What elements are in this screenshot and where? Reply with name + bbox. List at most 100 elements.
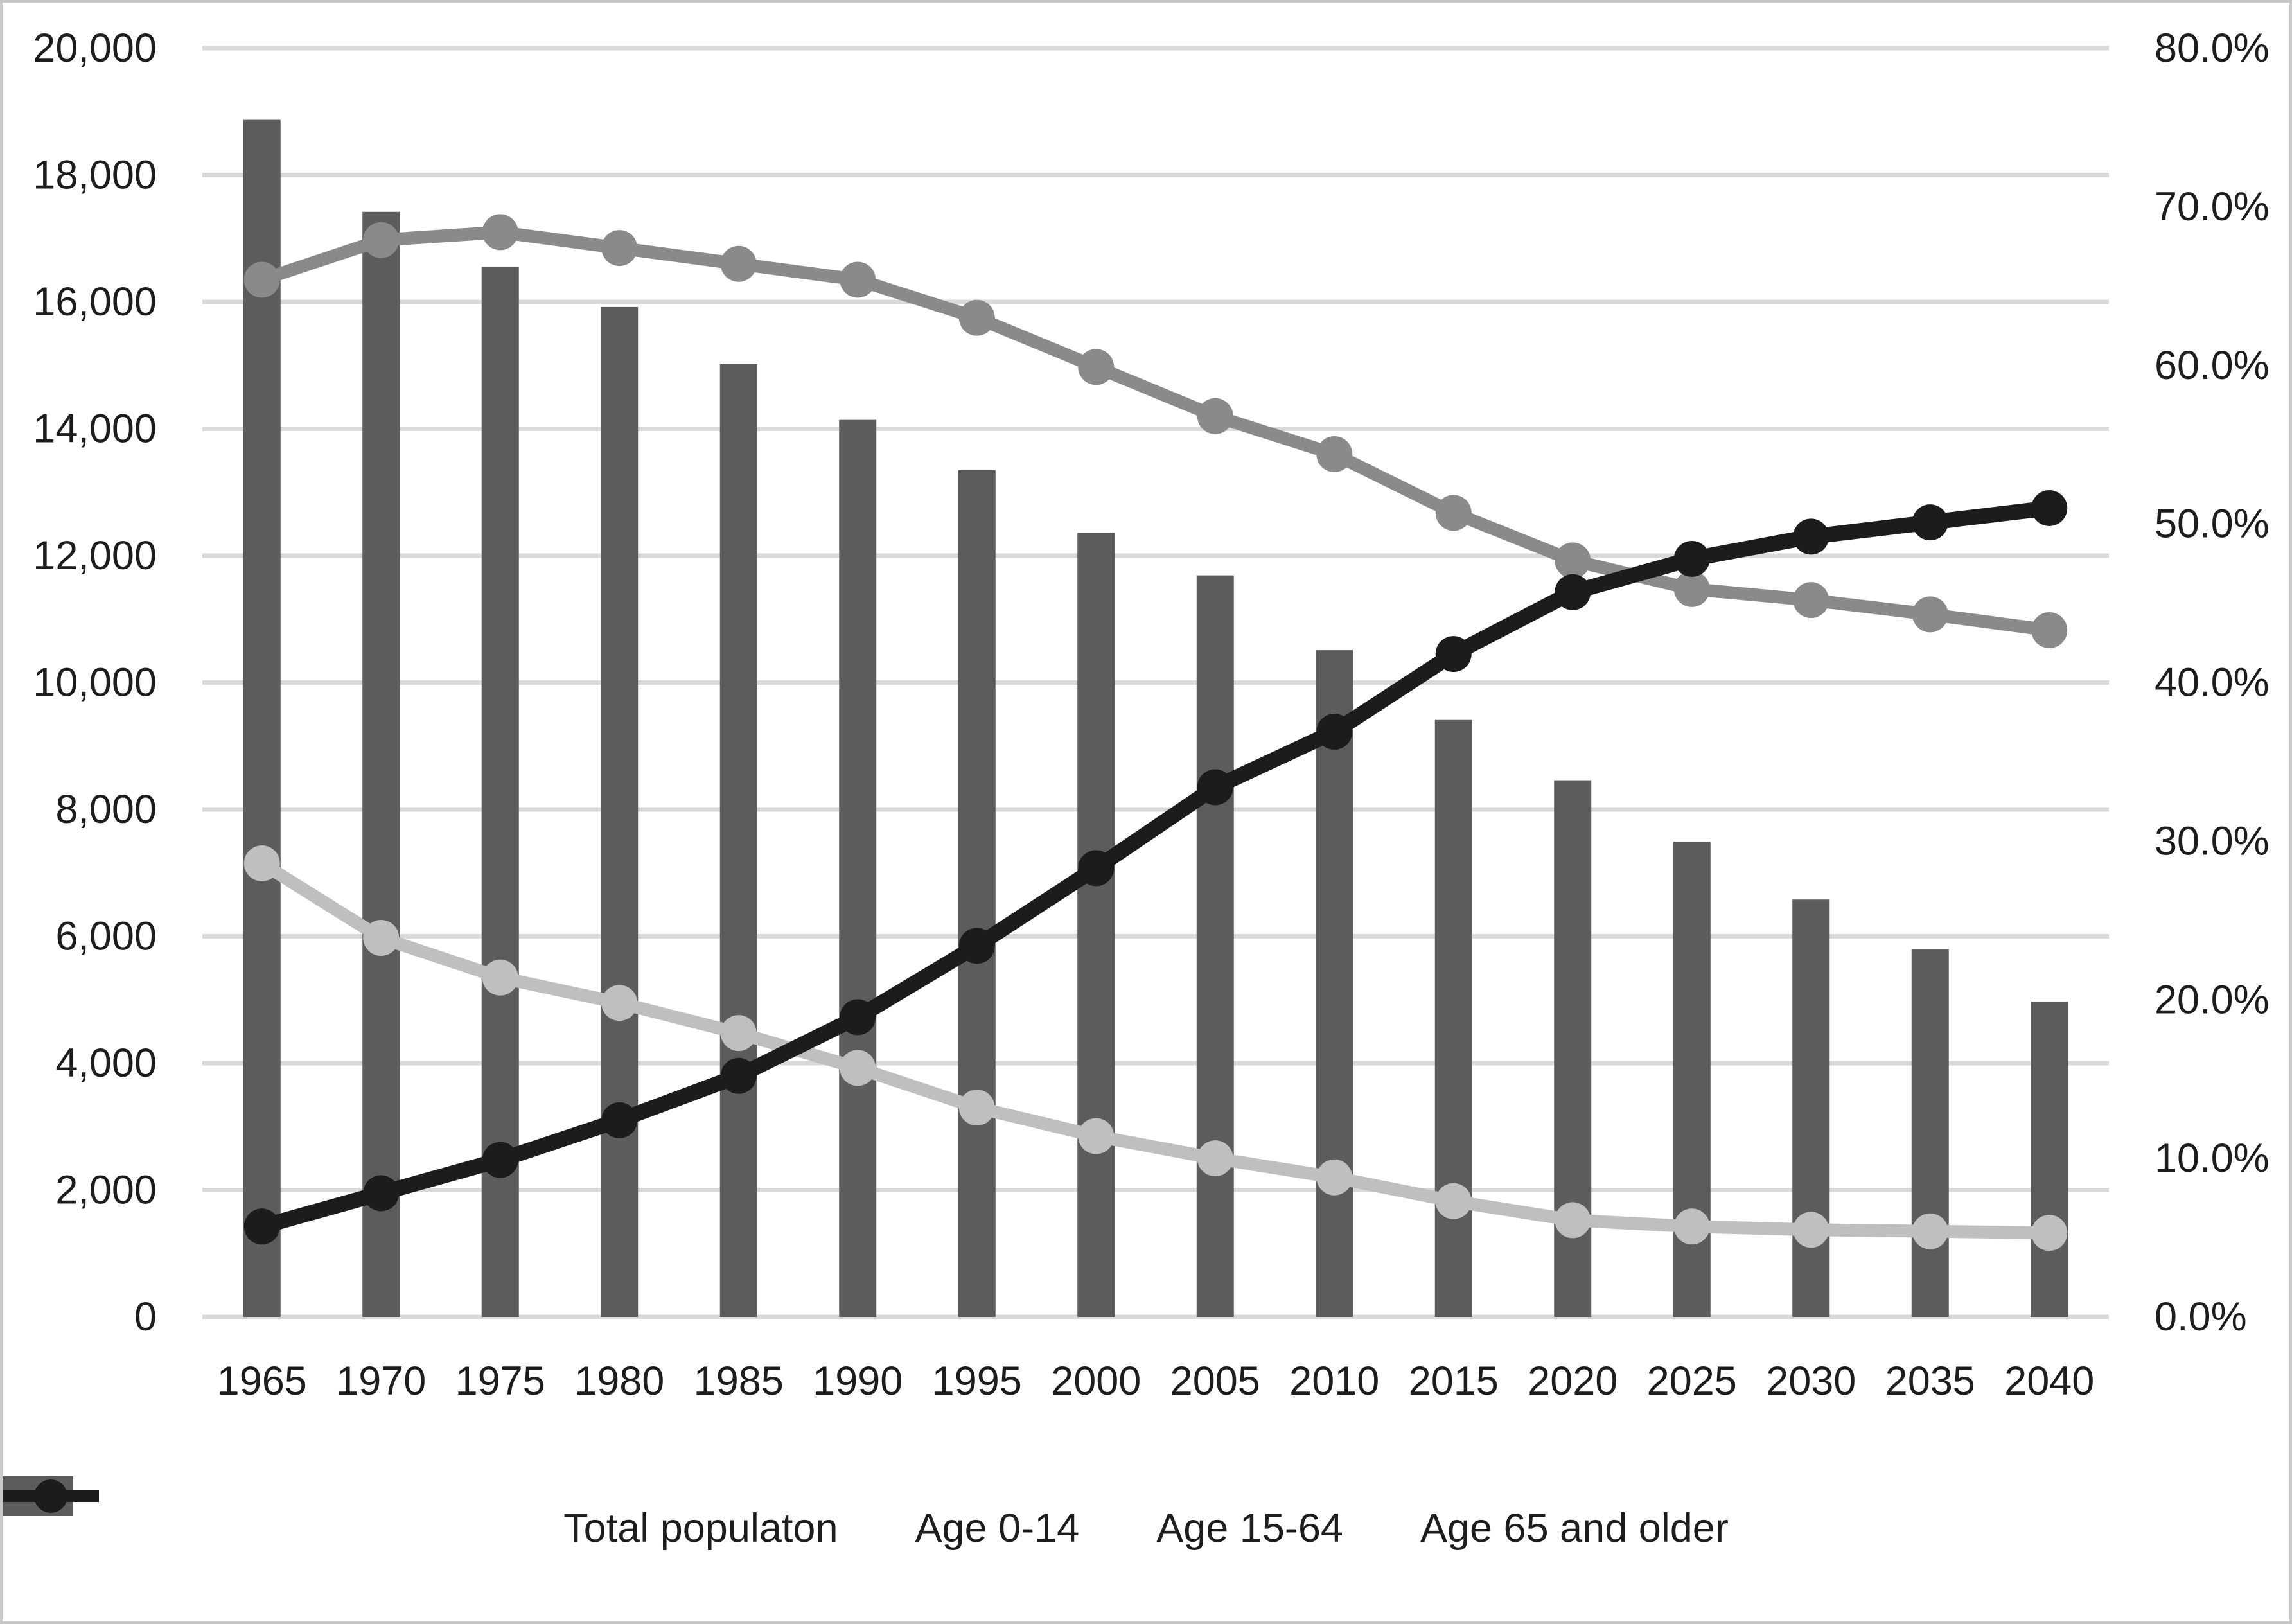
- line-age-0-14: [255, 856, 2056, 1240]
- x-axis-tick-2005: 2005: [1170, 1359, 1260, 1404]
- marker-age-0-14-2025: [1673, 1208, 1710, 1245]
- x-axis-tick-2015: 2015: [1409, 1359, 1499, 1404]
- bar-1995: [958, 470, 996, 1317]
- x-axis-tick-1965: 1965: [217, 1359, 307, 1404]
- bar-1965: [243, 119, 281, 1317]
- marker-age-65-and-older-1965: [243, 1208, 280, 1245]
- marker-age-65-and-older-2030: [1793, 518, 1829, 555]
- marker-age-65-and-older-2040: [2031, 490, 2068, 526]
- right-axis-tick-20.0%: 20.0%: [2155, 977, 2270, 1022]
- x-axis-tick-1990: 1990: [813, 1359, 903, 1404]
- marker-age-65-and-older-2005: [1197, 769, 1233, 806]
- left-axis-tick-16,000: 16,000: [33, 279, 157, 324]
- x-axis-tick-2020: 2020: [1528, 1359, 1618, 1404]
- chart-legend: Total populaton Age 0-14 Age 15-64 Age 6…: [3, 1474, 2289, 1583]
- marker-age-65-and-older-1970: [363, 1175, 400, 1212]
- line-age-15-64: [255, 225, 2056, 637]
- marker-age-65-and-older-1980: [601, 1102, 638, 1138]
- left-axis-tick-20,000: 20,000: [33, 26, 157, 71]
- marker-age-65-and-older-2010: [1316, 714, 1353, 750]
- marker-age-15-64-2025: [1673, 570, 1710, 607]
- marker-age-15-64-2005: [1197, 398, 1233, 434]
- x-axis-tick-2025: 2025: [1647, 1359, 1737, 1404]
- marker-age-15-64-2000: [1078, 349, 1115, 385]
- left-axis-tick-4,000: 4,000: [55, 1041, 157, 1086]
- marker-age-0-14-2020: [1555, 1202, 1591, 1239]
- bar-1985: [719, 364, 757, 1317]
- marker-age-65-and-older-2035: [1912, 504, 1948, 541]
- marker-age-0-14-1965: [243, 845, 280, 881]
- x-axis-tick-1995: 1995: [932, 1359, 1022, 1404]
- left-axis-tick-6,000: 6,000: [55, 914, 157, 959]
- marker-age-0-14-2015: [1435, 1183, 1472, 1219]
- bar-2000: [1077, 533, 1115, 1318]
- right-axis-tick-40.0%: 40.0%: [2155, 660, 2270, 705]
- marker-age-65-and-older-1985: [720, 1057, 757, 1094]
- legend-label-age-65-and-older: Age 65 and older: [1420, 1506, 1729, 1551]
- marker-age-15-64-2040: [2031, 612, 2068, 649]
- right-axis-tick-80.0%: 80.0%: [2155, 26, 2270, 71]
- marker-age-15-64-2015: [1435, 495, 1472, 531]
- marker-age-0-14-2035: [1912, 1213, 1948, 1249]
- marker-age-0-14-1975: [482, 959, 518, 996]
- right-axis-tick-0.0%: 0.0%: [2155, 1294, 2247, 1339]
- legend-marker-dot: [34, 1479, 67, 1513]
- marker-age-15-64-1980: [601, 230, 638, 267]
- x-axis-tick-2040: 2040: [2004, 1359, 2094, 1404]
- marker-age-15-64-1965: [243, 261, 280, 298]
- marker-age-65-and-older-2025: [1673, 540, 1710, 577]
- marker-age-15-64-1985: [720, 245, 757, 282]
- marker-age-0-14-2005: [1197, 1140, 1233, 1177]
- right-axis-tick-30.0%: 30.0%: [2155, 818, 2270, 863]
- marker-age-0-14-1990: [840, 1050, 876, 1086]
- marker-age-65-and-older-1995: [958, 928, 995, 964]
- bar-1990: [839, 419, 877, 1317]
- x-axis-tick-2035: 2035: [1885, 1359, 1975, 1404]
- marker-age-15-64-1970: [363, 222, 400, 258]
- legend-marker-age-65-and-older-icon: [3, 1479, 99, 1513]
- marker-age-65-and-older-2000: [1078, 850, 1115, 887]
- legend-item-total-population: Total populaton: [3, 1476, 838, 1551]
- left-axis-tick-12,000: 12,000: [33, 533, 157, 578]
- marker-age-0-14-1970: [363, 919, 400, 956]
- bar-2015: [1434, 719, 1472, 1317]
- x-axis-tick-2030: 2030: [1766, 1359, 1856, 1404]
- marker-age-0-14-1985: [720, 1015, 757, 1052]
- marker-age-65-and-older-1990: [840, 999, 876, 1036]
- marker-age-0-14-2040: [2031, 1215, 2068, 1251]
- marker-age-15-64-1995: [958, 299, 995, 336]
- marker-age-65-and-older-1975: [482, 1142, 518, 1178]
- x-axis-tick-1980: 1980: [574, 1359, 664, 1404]
- line-age-65-and-older: [254, 500, 2058, 1235]
- bar-2025: [1673, 842, 1711, 1317]
- left-axis-tick-10,000: 10,000: [33, 660, 157, 705]
- legend-item-age-65-and-older: Age 65 and older: [3, 1479, 1729, 1551]
- x-axis-tick-1975: 1975: [455, 1359, 545, 1404]
- legend-label-age-0-14: Age 0-14: [915, 1506, 1080, 1551]
- left-axis-tick-14,000: 14,000: [33, 407, 157, 452]
- bar-2030: [1792, 899, 1830, 1317]
- legend-label-total-population: Total populaton: [563, 1506, 838, 1551]
- marker-age-15-64-2010: [1316, 436, 1353, 472]
- population-chart-plot: 20,000 18,000 16,000 14,000 12,000 10,000 8,00…: [33, 26, 2270, 1404]
- marker-age-0-14-2010: [1316, 1159, 1353, 1196]
- right-axis-tick-50.0%: 50.0%: [2155, 502, 2270, 547]
- x-axis-tick-1970: 1970: [336, 1359, 426, 1404]
- marker-age-15-64-2035: [1912, 596, 1948, 633]
- x-axis-tick-2010: 2010: [1289, 1359, 1379, 1404]
- legend-item-age-0-14: Age 0-14: [3, 1479, 1080, 1551]
- bar-1970: [362, 211, 400, 1317]
- marker-age-65-and-older-2015: [1435, 636, 1472, 673]
- bar-2040: [2031, 1002, 2068, 1317]
- marker-age-15-64-2020: [1555, 542, 1591, 579]
- x-axis-tick-2000: 2000: [1051, 1359, 1141, 1404]
- right-axis-tick-70.0%: 70.0%: [2155, 184, 2270, 229]
- marker-age-15-64-2030: [1793, 582, 1829, 619]
- right-axis-tick-60.0%: 60.0%: [2155, 343, 2270, 388]
- bar-2005: [1196, 575, 1234, 1317]
- left-axis-tick-2,000: 2,000: [55, 1168, 157, 1213]
- legend-label-age-15-64: Age 15-64: [1156, 1506, 1343, 1551]
- x-axis-tick-1985: 1985: [694, 1359, 784, 1404]
- left-axis-tick-8,000: 8,000: [55, 787, 157, 832]
